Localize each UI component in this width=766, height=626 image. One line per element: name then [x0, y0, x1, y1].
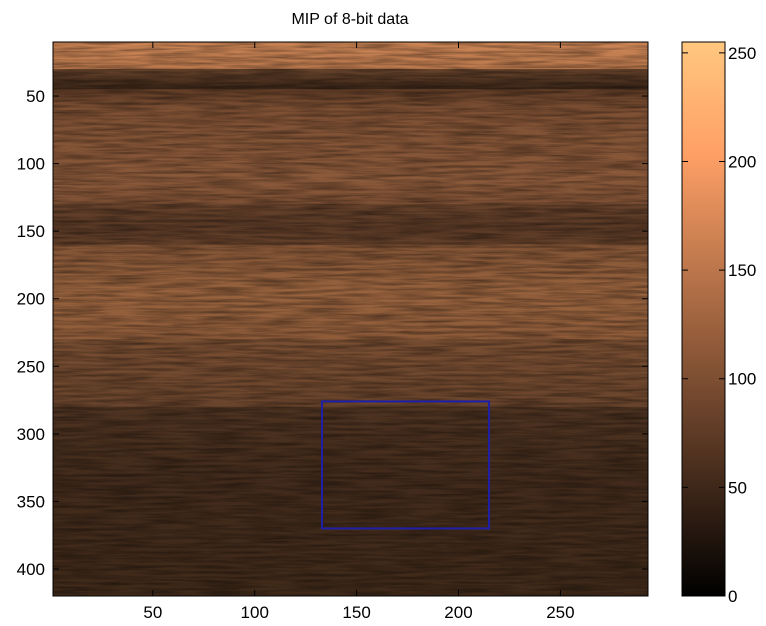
y-axis-ticks: 50 100 150 200 250 300 350 400 — [17, 87, 648, 579]
y-tick-label: 50 — [26, 87, 45, 106]
y-tick-label: 400 — [17, 560, 45, 579]
image-speckle-texture — [53, 42, 648, 596]
chart-title: MIP of 8-bit data — [291, 11, 408, 28]
colorbar-tick-label: 100 — [728, 370, 756, 389]
x-tick-label: 100 — [241, 603, 269, 622]
colorbar: 0 50 100 150 200 250 — [681, 41, 756, 606]
y-tick-label: 100 — [17, 155, 45, 174]
colorbar-tick-label: 250 — [728, 44, 756, 63]
colorbar-tick-label: 50 — [728, 478, 747, 497]
y-tick-label: 150 — [17, 222, 45, 241]
colorbar-tick-label: 200 — [728, 152, 756, 171]
roi-rectangle[interactable] — [320, 400, 491, 530]
y-tick-label: 300 — [17, 425, 45, 444]
colorbar-tick-label: 0 — [728, 587, 737, 606]
colorbar-gradient — [681, 41, 726, 597]
image-axes: 50 100 150 200 250 50 100 150 200 250 300 350 400 — [17, 41, 649, 622]
x-axis-ticks: 50 100 150 200 250 — [143, 42, 575, 622]
colorbar-tick-label: 150 — [728, 261, 756, 280]
x-tick-label: 150 — [342, 603, 370, 622]
colorbar-ticks: 0 50 100 150 200 250 — [682, 44, 756, 606]
x-tick-label: 200 — [444, 603, 472, 622]
y-tick-label: 350 — [17, 492, 45, 511]
axes-frame — [52, 41, 649, 597]
x-tick-label: 250 — [546, 603, 574, 622]
y-tick-label: 250 — [17, 357, 45, 376]
x-tick-label: 50 — [143, 603, 162, 622]
y-tick-label: 200 — [17, 290, 45, 309]
